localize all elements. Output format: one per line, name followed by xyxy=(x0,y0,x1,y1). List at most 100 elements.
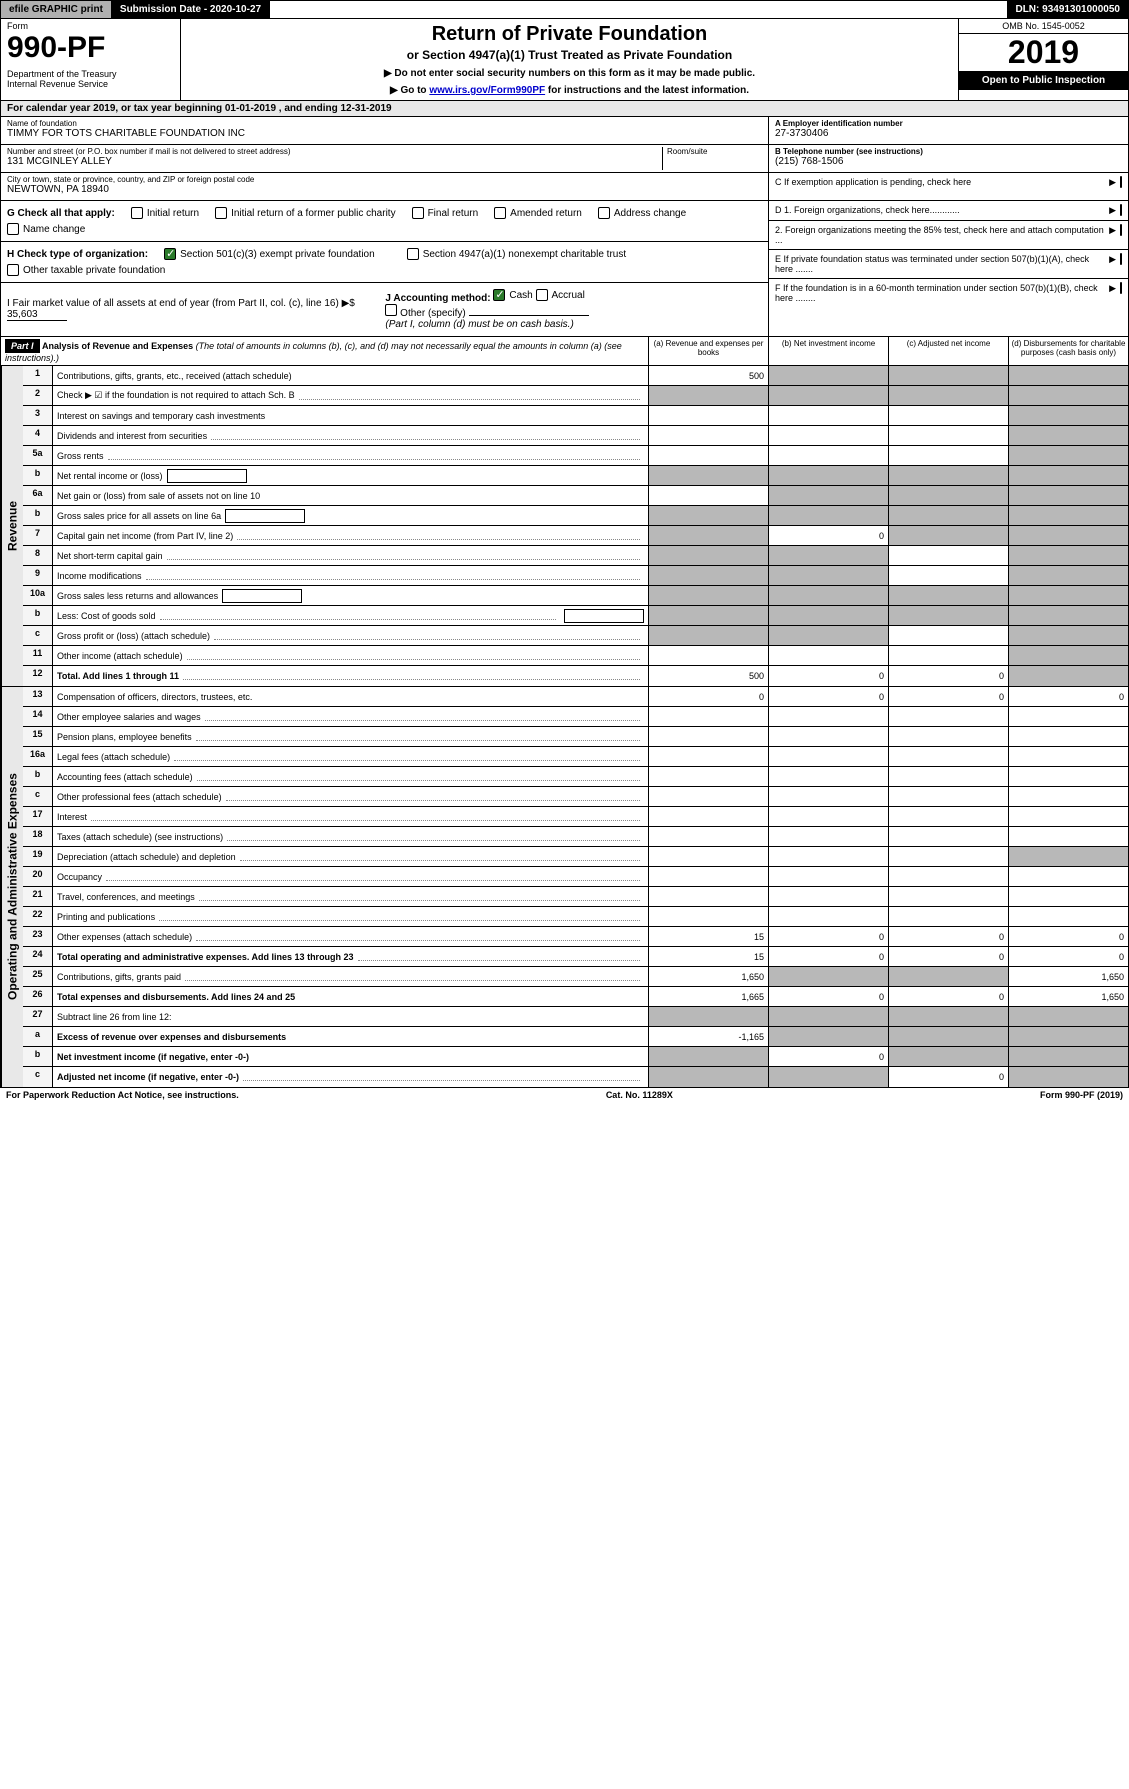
g-item-3: Amended return xyxy=(510,208,582,219)
amt-col-b xyxy=(768,506,888,525)
line-desc: Legal fees (attach schedule) xyxy=(53,747,648,766)
h-501c3-checkbox[interactable] xyxy=(164,248,176,260)
h-other-checkbox[interactable] xyxy=(7,264,19,276)
table-row: 13Compensation of officers, directors, t… xyxy=(23,687,1128,707)
amt-col-d: 1,650 xyxy=(1008,987,1128,1006)
line-number: 15 xyxy=(23,727,53,746)
amt-col-a xyxy=(648,446,768,465)
table-row: 16aLegal fees (attach schedule) xyxy=(23,747,1128,767)
amt-col-d xyxy=(1008,1067,1128,1087)
f-checkbox[interactable] xyxy=(1120,282,1122,294)
g-final-return-checkbox[interactable] xyxy=(412,207,424,219)
j-accrual: Accrual xyxy=(552,290,585,301)
phone-cell: B Telephone number (see instructions) (2… xyxy=(769,145,1128,173)
amt-col-b xyxy=(768,566,888,585)
d2-checkbox[interactable] xyxy=(1120,224,1122,236)
topbar: efile GRAPHIC print Submission Date - 20… xyxy=(0,0,1129,19)
line-number: 11 xyxy=(23,646,53,665)
h-4947-checkbox[interactable] xyxy=(407,248,419,260)
g-name-change-checkbox[interactable] xyxy=(7,223,19,235)
amt-col-a xyxy=(648,747,768,766)
amt-col-c xyxy=(888,546,1008,565)
c-pending: C If exemption application is pending, c… xyxy=(769,173,1128,201)
table-row: 6aNet gain or (loss) from sale of assets… xyxy=(23,486,1128,506)
e-checkbox[interactable] xyxy=(1120,253,1122,265)
amt-col-b xyxy=(768,366,888,385)
d1-checkbox[interactable] xyxy=(1120,204,1122,216)
amt-col-a xyxy=(648,506,768,525)
d1-item: D 1. Foreign organizations, check here..… xyxy=(769,201,1128,220)
part1-title: Analysis of Revenue and Expenses xyxy=(42,341,193,351)
c-checkbox[interactable] xyxy=(1120,176,1122,188)
amt-col-b xyxy=(768,606,888,625)
dept: Department of the Treasury Internal Reve… xyxy=(7,69,174,89)
amt-col-d xyxy=(1008,526,1128,545)
foundation-name: TIMMY FOR TOTS CHARITABLE FOUNDATION INC xyxy=(7,128,762,139)
amt-col-d xyxy=(1008,546,1128,565)
header-right: OMB No. 1545-0052 2019 Open to Public In… xyxy=(958,19,1128,100)
expense-rows: 13Compensation of officers, directors, t… xyxy=(23,687,1128,1087)
amt-col-c xyxy=(888,767,1008,786)
amt-col-c: 0 xyxy=(888,927,1008,946)
j-other-checkbox[interactable] xyxy=(385,304,397,316)
line-number: 24 xyxy=(23,947,53,966)
line-number: c xyxy=(23,1067,53,1087)
amt-col-d xyxy=(1008,466,1128,485)
f-item: F If the foundation is in a 60-month ter… xyxy=(769,278,1128,307)
g-former-public-checkbox[interactable] xyxy=(215,207,227,219)
amt-col-c xyxy=(888,426,1008,445)
amt-col-d xyxy=(1008,1007,1128,1026)
amt-col-a xyxy=(648,827,768,846)
line-number: 26 xyxy=(23,987,53,1006)
line-number: 14 xyxy=(23,707,53,726)
g-address-change-checkbox[interactable] xyxy=(598,207,610,219)
amt-col-c xyxy=(888,967,1008,986)
amt-col-d xyxy=(1008,566,1128,585)
j-accrual-checkbox[interactable] xyxy=(536,289,548,301)
line-desc: Excess of revenue over expenses and disb… xyxy=(53,1027,648,1046)
h-label: H Check type of organization: xyxy=(7,249,148,260)
line-number: a xyxy=(23,1027,53,1046)
amt-col-c xyxy=(888,606,1008,625)
revenue-label: Revenue xyxy=(1,366,23,686)
g-item-0: Initial return xyxy=(147,208,199,219)
table-row: 8Net short-term capital gain xyxy=(23,546,1128,566)
line-desc: Contributions, gifts, grants paid xyxy=(53,967,648,986)
amt-col-a xyxy=(648,1007,768,1026)
table-row: bLess: Cost of goods sold xyxy=(23,606,1128,626)
amt-col-d: 0 xyxy=(1008,927,1128,946)
amt-col-c xyxy=(888,646,1008,665)
line-desc: Taxes (attach schedule) (see instruction… xyxy=(53,827,648,846)
address-cell: Number and street (or P.O. box number if… xyxy=(1,145,768,173)
efile-button[interactable]: efile GRAPHIC print xyxy=(1,1,112,18)
amt-col-d xyxy=(1008,646,1128,665)
g-item-5: Name change xyxy=(23,224,85,235)
amt-col-d xyxy=(1008,506,1128,525)
line-number: 6a xyxy=(23,486,53,505)
table-row: cGross profit or (loss) (attach schedule… xyxy=(23,626,1128,646)
g-initial-return-checkbox[interactable] xyxy=(131,207,143,219)
amt-col-b xyxy=(768,867,888,886)
footer: For Paperwork Reduction Act Notice, see … xyxy=(0,1088,1129,1102)
j-cash-checkbox[interactable] xyxy=(493,289,505,301)
amt-col-a xyxy=(648,646,768,665)
amt-col-c xyxy=(888,506,1008,525)
table-row: 24Total operating and administrative exp… xyxy=(23,947,1128,967)
table-row: 10aGross sales less returns and allowanc… xyxy=(23,586,1128,606)
amt-col-c xyxy=(888,867,1008,886)
foundation-city: NEWTOWN, PA 18940 xyxy=(7,184,762,195)
amt-col-d xyxy=(1008,807,1128,826)
line-number: b xyxy=(23,1047,53,1066)
amt-col-a xyxy=(648,1047,768,1066)
foundation-name-cell: Name of foundation TIMMY FOR TOTS CHARIT… xyxy=(1,117,768,145)
table-row: 22Printing and publications xyxy=(23,907,1128,927)
e-text: E If private foundation status was termi… xyxy=(775,254,1109,274)
line-number: 20 xyxy=(23,867,53,886)
table-row: aExcess of revenue over expenses and dis… xyxy=(23,1027,1128,1047)
line-number: 18 xyxy=(23,827,53,846)
g-amended-checkbox[interactable] xyxy=(494,207,506,219)
instr-link[interactable]: www.irs.gov/Form990PF xyxy=(429,85,545,96)
amt-col-a xyxy=(648,707,768,726)
line-number: 22 xyxy=(23,907,53,926)
amt-col-a xyxy=(648,887,768,906)
